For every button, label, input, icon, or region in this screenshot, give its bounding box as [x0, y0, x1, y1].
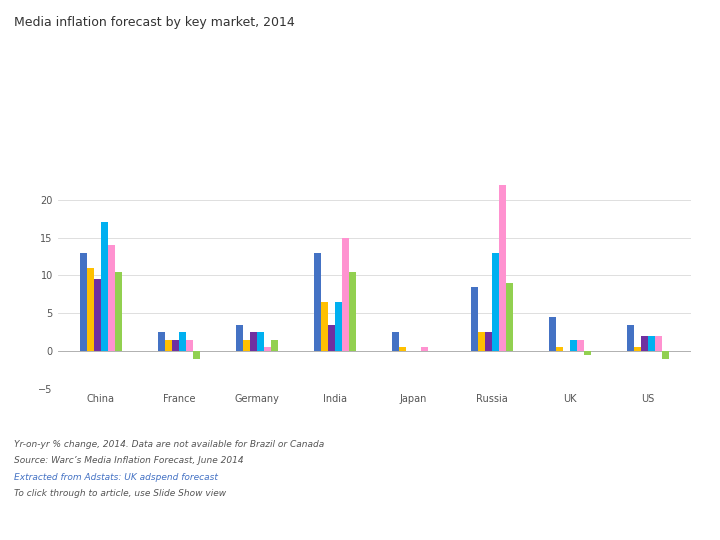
- Bar: [172, 340, 179, 351]
- Bar: [420, 347, 428, 351]
- Bar: [492, 253, 499, 351]
- Bar: [506, 283, 513, 351]
- Bar: [641, 336, 648, 351]
- Bar: [662, 351, 670, 359]
- Bar: [165, 340, 172, 351]
- Bar: [328, 325, 336, 351]
- Bar: [556, 347, 563, 351]
- Bar: [257, 332, 264, 351]
- Bar: [158, 332, 165, 351]
- Bar: [336, 302, 342, 351]
- Bar: [271, 340, 278, 351]
- Bar: [186, 340, 193, 351]
- Bar: [250, 332, 257, 351]
- Bar: [79, 253, 86, 351]
- Bar: [634, 347, 641, 351]
- Bar: [549, 317, 556, 351]
- Bar: [86, 268, 94, 351]
- Bar: [655, 336, 662, 351]
- Bar: [342, 238, 349, 351]
- Bar: [114, 272, 122, 351]
- Bar: [584, 351, 591, 355]
- Bar: [264, 347, 271, 351]
- Bar: [321, 302, 328, 351]
- Bar: [108, 245, 114, 351]
- Bar: [243, 340, 250, 351]
- Bar: [94, 279, 101, 351]
- Bar: [101, 222, 108, 351]
- Bar: [477, 332, 485, 351]
- Bar: [392, 332, 400, 351]
- Text: To click through to article, use Slide Show view: To click through to article, use Slide S…: [14, 489, 227, 498]
- Bar: [471, 287, 477, 351]
- Text: Extracted from Adstats: UK adspend forecast: Extracted from Adstats: UK adspend forec…: [14, 472, 218, 482]
- Bar: [400, 347, 407, 351]
- Text: Yr-on-yr % change, 2014. Data are not available for Brazil or Canada: Yr-on-yr % change, 2014. Data are not av…: [14, 440, 325, 449]
- Bar: [485, 332, 492, 351]
- Bar: [349, 272, 356, 351]
- Bar: [193, 351, 200, 359]
- Bar: [236, 325, 243, 351]
- Bar: [570, 340, 577, 351]
- Bar: [499, 185, 506, 351]
- Bar: [648, 336, 655, 351]
- Bar: [179, 332, 186, 351]
- Text: Media inflation forecast by key market, 2014: Media inflation forecast by key market, …: [14, 16, 295, 29]
- Bar: [577, 340, 584, 351]
- Bar: [627, 325, 634, 351]
- Text: Source: Warc’s Media Inflation Forecast, June 2014: Source: Warc’s Media Inflation Forecast,…: [14, 456, 244, 465]
- Bar: [314, 253, 321, 351]
